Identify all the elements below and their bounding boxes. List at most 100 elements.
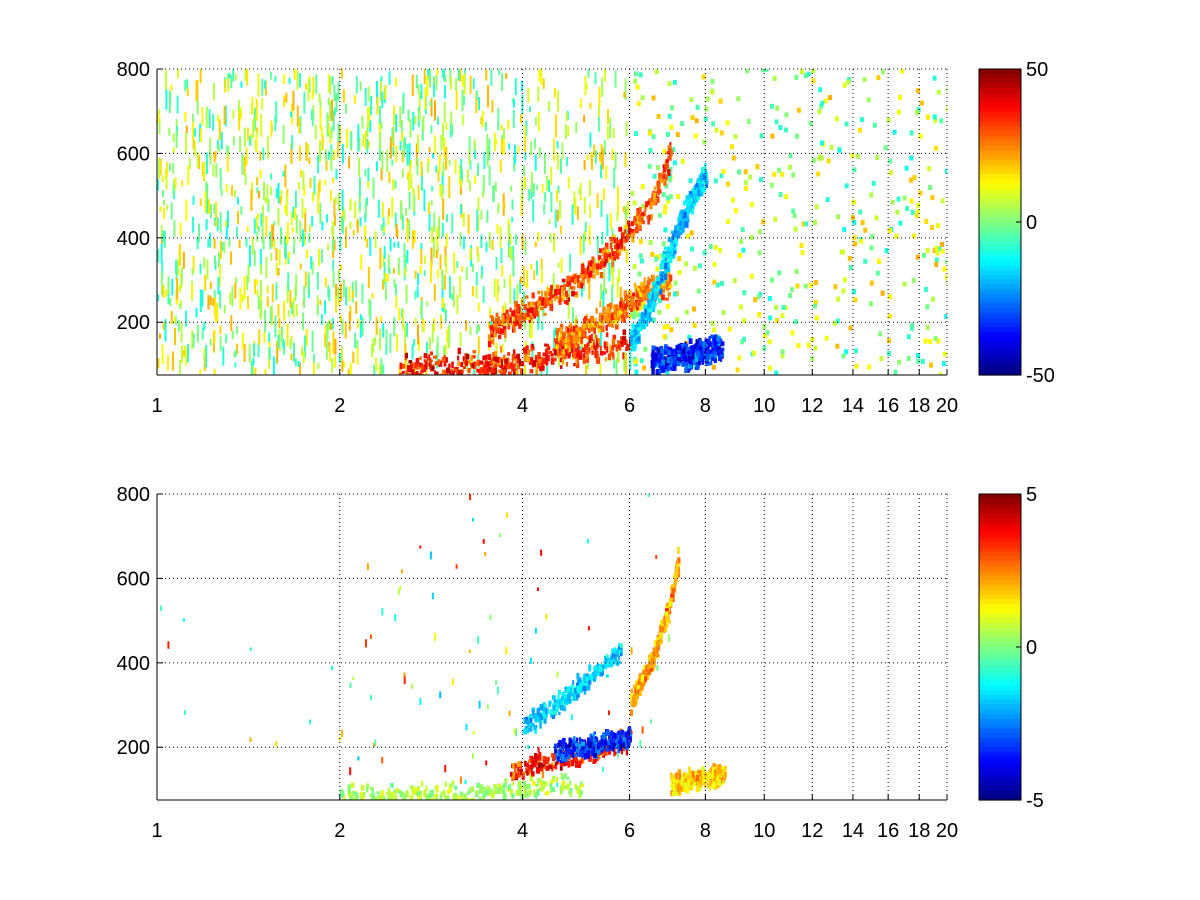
heatmap-cell	[600, 283, 603, 300]
heatmap-cell	[160, 243, 163, 264]
heatmap-cell	[528, 785, 531, 789]
heatmap-cell	[313, 176, 316, 195]
heatmap-cell	[518, 791, 522, 796]
heatmap-cell	[537, 232, 540, 242]
heatmap-cell	[794, 74, 799, 80]
heatmap-cell	[460, 793, 464, 800]
heatmap-cell	[303, 184, 306, 197]
heatmap-cell	[295, 303, 298, 316]
heatmap-cell	[195, 80, 198, 102]
heatmap-cell	[343, 794, 346, 800]
heatmap-cell	[812, 220, 817, 226]
colorbar-segment	[979, 121, 1021, 127]
heatmap-cell	[571, 204, 574, 225]
heatmap-cell	[444, 75, 447, 83]
heatmap-cell	[508, 224, 511, 243]
heatmap-cell	[284, 243, 287, 259]
heatmap-cell	[419, 356, 422, 360]
heatmap-cell	[594, 150, 597, 164]
heatmap-cell	[375, 357, 378, 366]
heatmap-cell	[704, 356, 709, 362]
heatmap-cell	[611, 266, 614, 289]
heatmap-cell	[604, 69, 606, 82]
heatmap-cell	[333, 199, 336, 217]
heatmap-cell	[762, 323, 767, 329]
heatmap-cell	[521, 234, 524, 250]
heatmap-cell	[572, 325, 575, 333]
heatmap-cell	[573, 191, 576, 207]
heatmap-cell	[355, 301, 358, 314]
heatmap-cell	[619, 238, 624, 246]
heatmap-cell	[359, 314, 362, 321]
heatmap-cell	[409, 785, 413, 790]
heatmap-cell	[576, 788, 579, 794]
heatmap-cell	[325, 158, 328, 171]
heatmap-cell	[616, 243, 621, 249]
heatmap-cell	[517, 145, 520, 154]
heatmap-cell	[661, 241, 666, 247]
heatmap-cell	[277, 304, 280, 318]
heatmap-cell	[482, 792, 487, 798]
heatmap-cell	[317, 362, 320, 369]
heatmap-cell	[749, 202, 754, 208]
heatmap-cell	[491, 100, 494, 113]
heatmap-cell	[172, 185, 175, 197]
heatmap-cell	[658, 353, 663, 358]
x-tick-label: 18	[908, 395, 930, 417]
heatmap-cell	[560, 335, 565, 341]
heatmap-cell	[654, 640, 657, 647]
heatmap-cell	[257, 225, 260, 232]
heatmap-cell	[331, 318, 334, 330]
heatmap-cell	[535, 362, 538, 375]
heatmap-cell	[824, 335, 829, 341]
heatmap-cell	[417, 324, 419, 345]
heatmap-cell	[475, 377, 479, 381]
heatmap-cell	[915, 213, 919, 219]
colorbar-tick-label: -50	[1026, 365, 1055, 387]
heatmap-cell	[589, 204, 592, 218]
heatmap-cell	[650, 201, 655, 206]
heatmap-cell	[198, 223, 201, 243]
heatmap-cell	[176, 95, 179, 114]
heatmap-cell	[353, 95, 356, 104]
heatmap-cell	[666, 286, 670, 291]
heatmap-cell	[164, 70, 167, 91]
heatmap-cell	[445, 367, 450, 374]
heatmap-cell	[585, 350, 589, 355]
heatmap-cell	[590, 736, 593, 743]
heatmap-cell	[473, 362, 477, 370]
heatmap-cell	[465, 361, 468, 367]
heatmap-cell	[238, 110, 241, 131]
heatmap-cell	[511, 216, 514, 223]
heatmap-cell	[398, 372, 403, 375]
heatmap-cell	[887, 228, 892, 233]
heatmap-cell	[608, 710, 610, 715]
heatmap-cell	[602, 306, 606, 310]
heatmap-cell	[624, 78, 627, 100]
heatmap-cell	[906, 355, 911, 361]
heatmap-cell	[609, 320, 612, 327]
heatmap-cell	[555, 776, 559, 783]
heatmap-cell	[638, 224, 642, 230]
heatmap-cell	[175, 260, 177, 274]
heatmap-cell	[918, 133, 923, 139]
heatmap-cell	[575, 344, 578, 348]
heatmap-cell	[557, 262, 560, 268]
heatmap-cell	[684, 362, 687, 366]
heatmap-cell	[942, 266, 947, 272]
heatmap-cell	[669, 156, 672, 161]
heatmap-cell	[442, 138, 445, 149]
heatmap-cell	[606, 306, 611, 311]
heatmap-cell	[611, 746, 615, 752]
heatmap-cell	[692, 265, 697, 271]
heatmap-cell	[620, 748, 623, 755]
heatmap-cell	[932, 114, 937, 120]
heatmap-cell	[923, 286, 928, 292]
heatmap-cell	[395, 788, 400, 792]
heatmap-cell	[662, 209, 667, 215]
heatmap-cell	[307, 78, 310, 101]
heatmap-cell	[422, 320, 425, 333]
heatmap-cell	[282, 124, 285, 145]
heatmap-cell	[459, 232, 462, 247]
heatmap-cell	[679, 226, 682, 231]
